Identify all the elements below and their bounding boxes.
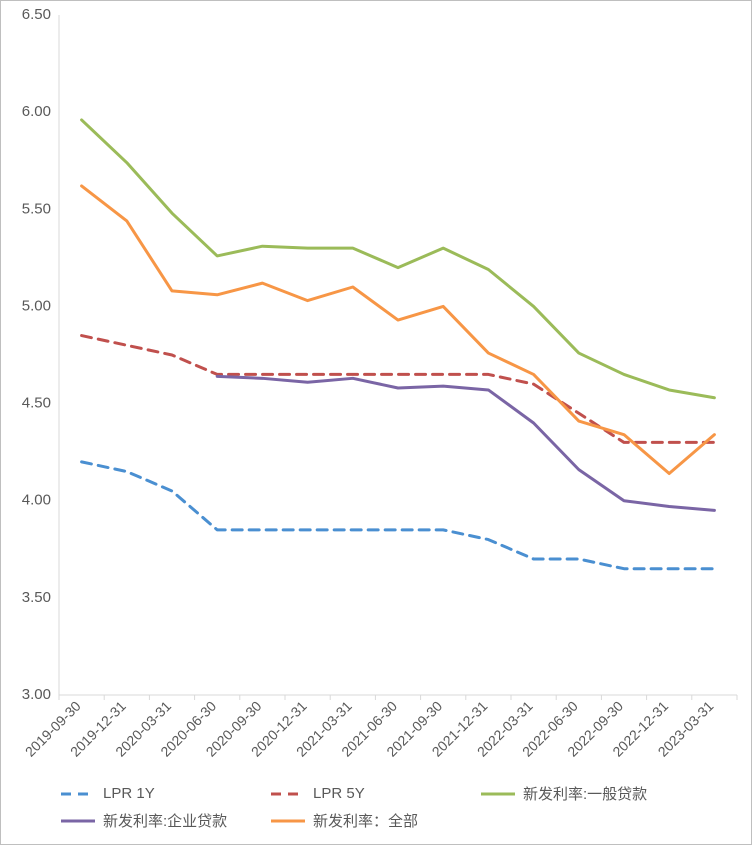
y-tick-label: 4.00: [22, 492, 51, 509]
y-tick-label: 3.00: [22, 686, 51, 703]
legend-label: LPR 5Y: [313, 785, 365, 802]
y-tick-label: 3.50: [22, 589, 51, 606]
legend-item: LPR 1Y: [61, 785, 261, 802]
y-tick-label: 5.00: [22, 297, 51, 314]
legend-label: LPR 1Y: [103, 785, 155, 802]
legend-label: 新发利率:企业贷款: [103, 810, 227, 831]
chart-svg: 3.003.504.004.505.005.506.006.502019-09-…: [1, 1, 752, 777]
legend-item: LPR 5Y: [271, 785, 471, 802]
legend-label: 新发利率：全部: [313, 810, 418, 831]
legend-item: 新发利率：全部: [271, 810, 471, 831]
y-tick-label: 4.50: [22, 395, 51, 412]
legend-swatch: [271, 787, 305, 801]
rate-line-chart: 3.003.504.004.505.005.506.006.502019-09-…: [0, 0, 752, 845]
legend: LPR 1Y LPR 5Y 新发利率:一般贷款新发利率:企业贷款 新发利率：全部: [1, 777, 751, 841]
legend-swatch: [61, 787, 95, 801]
series-line: [82, 186, 715, 474]
y-tick-label: 5.50: [22, 200, 51, 217]
legend-item: 新发利率:企业贷款: [61, 810, 261, 831]
y-tick-label: 6.50: [22, 6, 51, 23]
legend-swatch: [271, 814, 305, 828]
y-tick-label: 6.00: [22, 103, 51, 120]
legend-swatch: [481, 787, 515, 801]
legend-label: 新发利率:一般贷款: [523, 783, 647, 804]
legend-item: 新发利率:一般贷款: [481, 783, 681, 804]
series-line: [82, 120, 715, 398]
series-line: [82, 462, 715, 569]
legend-swatch: [61, 814, 95, 828]
